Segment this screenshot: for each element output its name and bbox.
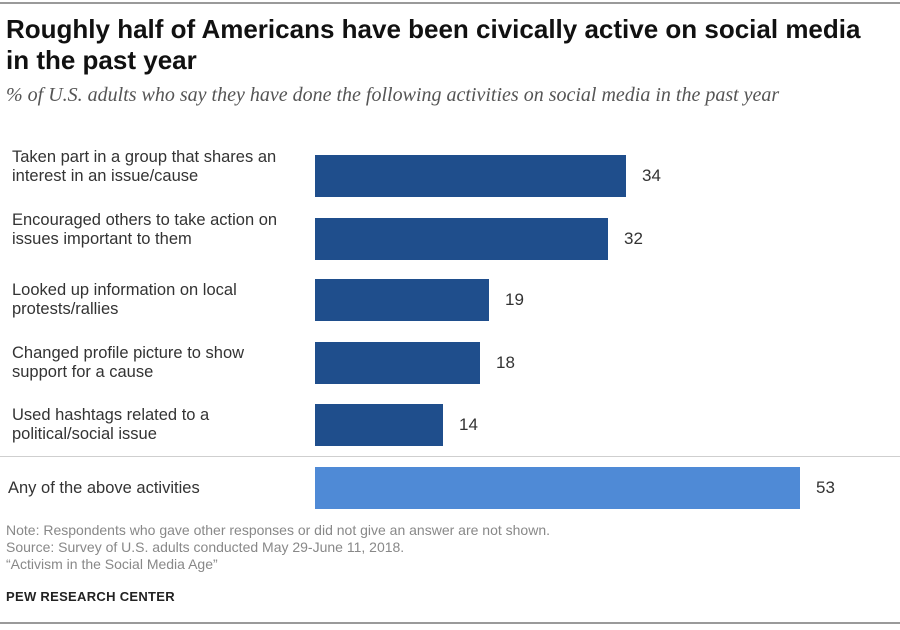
category-label: Used hashtags related to a political/soc…	[12, 406, 210, 443]
category-label: Encouraged others to take action on issu…	[12, 210, 278, 248]
bottom-rule	[0, 622, 900, 624]
value-label: 32	[624, 229, 643, 248]
value-label: 19	[505, 290, 524, 309]
chart-notes: Note: Respondents who gave other respons…	[6, 522, 886, 573]
chart-title: Roughly half of Americans have been civi…	[6, 14, 861, 75]
bar	[315, 467, 800, 509]
category-label: Any of the above activities	[8, 478, 200, 497]
report-title: “Activism in the Social Media Age”	[6, 556, 218, 572]
source-text: Source: Survey of U.S. adults conducted …	[6, 539, 405, 555]
value-label: 34	[642, 166, 661, 185]
total-separator	[0, 456, 900, 457]
bar	[315, 279, 489, 321]
bar	[315, 155, 626, 197]
pew-logo: PEW RESEARCH CENTER	[6, 589, 175, 604]
value-label: 53	[816, 478, 835, 497]
bar	[315, 342, 480, 384]
top-rule	[0, 2, 900, 4]
chart-subtitle: % of U.S. adults who say they have done …	[6, 84, 780, 106]
category-label: Looked up information on local protests/…	[12, 281, 237, 318]
bar	[315, 404, 443, 446]
value-label: 18	[496, 353, 515, 372]
category-label: Taken part in a group that shares an int…	[12, 147, 277, 185]
bar	[315, 218, 608, 260]
category-label: Changed profile picture to show support …	[12, 344, 245, 381]
value-label: 14	[459, 415, 478, 434]
note-text: Note: Respondents who gave other respons…	[6, 522, 550, 538]
